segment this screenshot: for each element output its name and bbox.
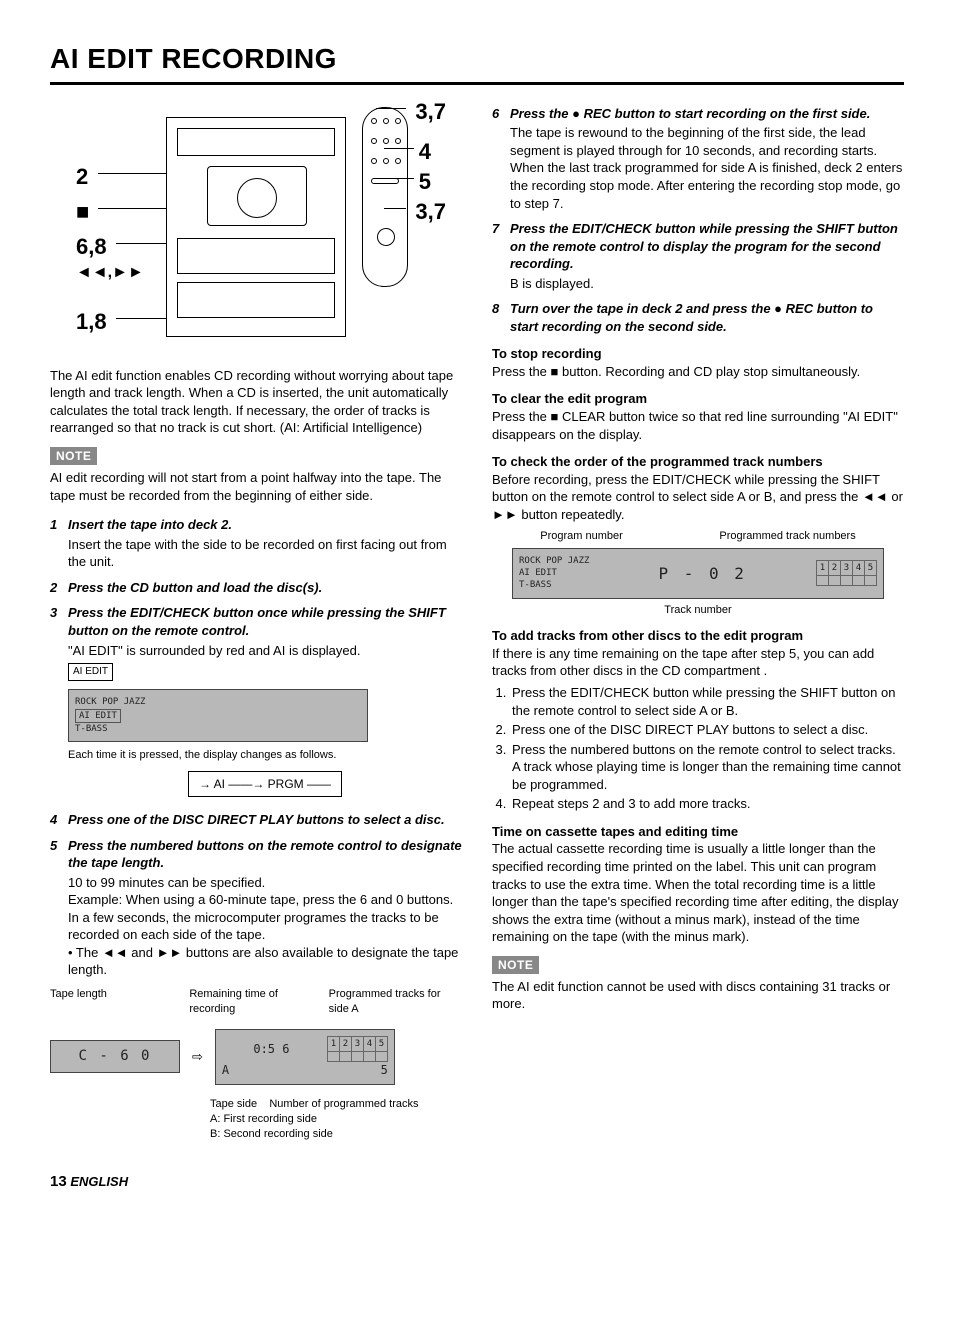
- time-body: The actual cassette recording time is us…: [492, 840, 904, 945]
- right-column: 6Press the ● REC button to start recordi…: [492, 97, 904, 1142]
- ptn-label: Programmed track numbers: [719, 529, 855, 544]
- flow-diagram: → AI ——→ PRGM ——: [188, 771, 342, 797]
- arrow-icon: ⇨: [192, 1048, 203, 1066]
- pn-label: Program number: [540, 529, 623, 544]
- rt-label: Remaining time of recording: [189, 987, 322, 1017]
- step-5: 5Press the numbered buttons on the remot…: [50, 837, 462, 979]
- clear-body: Press the ■ CLEAR button twice so that r…: [492, 408, 904, 443]
- check-body: Before recording, press the EDIT/CHECK w…: [492, 471, 904, 524]
- tn-label: Track number: [492, 603, 904, 618]
- callout-4: 4: [419, 137, 431, 167]
- step-6: 6Press the ● REC button to start recordi…: [492, 105, 904, 212]
- note-label-2: NOTE: [492, 956, 539, 974]
- step-4: 4Press one of the DISC DIRECT PLAY butto…: [50, 811, 462, 829]
- stop-heading: To stop recording: [492, 345, 904, 363]
- content-columns: 2 ■ 6,8 ◄◄,►► 1,8 3,7 4 5 3,7 The AI e: [50, 97, 904, 1142]
- step-1: 1Insert the tape into deck 2. Insert the…: [50, 516, 462, 571]
- callout-2: 2: [76, 162, 88, 192]
- lcd-check: ROCK POP JAZZ AI EDIT T-BASS P - 0 2 1 2…: [512, 548, 884, 598]
- callout-37a: 3,7: [415, 97, 446, 127]
- step-8: 8Turn over the tape in deck 2 and press …: [492, 300, 904, 335]
- side-b-label: B: Second recording side: [210, 1127, 462, 1142]
- callout-68: 6,8: [76, 232, 107, 262]
- callout-18: 1,8: [76, 307, 107, 337]
- callout-stop: ■: [76, 197, 89, 227]
- ts-label: Tape side: [210, 1098, 257, 1110]
- step-3: 3Press the EDIT/CHECK button once while …: [50, 604, 462, 803]
- callout-5: 5: [419, 167, 431, 197]
- lcd1: ROCK POP JAZZ AI EDIT T-BASS: [68, 689, 368, 742]
- step-7: 7Press the EDIT/CHECK button while press…: [492, 220, 904, 292]
- intro-text: The AI edit function enables CD recordin…: [50, 367, 462, 437]
- callout-rewff: ◄◄,►►: [76, 262, 144, 284]
- product-diagram: 2 ■ 6,8 ◄◄,►► 1,8 3,7 4 5 3,7: [50, 97, 462, 357]
- add-heading: To add tracks from other discs to the ed…: [492, 627, 904, 645]
- lcd1-caption: Each time it is pressed, the display cha…: [68, 748, 462, 763]
- check-heading: To check the order of the programmed tra…: [492, 453, 904, 471]
- page-title: AI EDIT RECORDING: [50, 40, 904, 85]
- add-intro: If there is any time remaining on the ta…: [492, 645, 904, 680]
- stop-body: Press the ■ button. Recording and CD pla…: [492, 363, 904, 381]
- np-label: Number of programmed tracks: [269, 1098, 418, 1110]
- lcd1-tag: AI EDIT: [68, 663, 113, 681]
- note-label: NOTE: [50, 447, 97, 465]
- time-heading: Time on cassette tapes and editing time: [492, 823, 904, 841]
- callout-37b: 3,7: [415, 197, 446, 227]
- page-footer: 13 ENGLISH: [50, 1172, 904, 1192]
- step-2: 2Press the CD button and load the disc(s…: [50, 579, 462, 597]
- side-a-label: A: First recording side: [210, 1112, 462, 1127]
- add-list: Press the EDIT/CHECK button while pressi…: [492, 684, 904, 813]
- note-2: The AI edit function cannot be used with…: [492, 978, 904, 1013]
- left-column: 2 ■ 6,8 ◄◄,►► 1,8 3,7 4 5 3,7 The AI e: [50, 97, 462, 1142]
- clear-heading: To clear the edit program: [492, 390, 904, 408]
- pt-label: Programmed tracks for side A: [329, 987, 462, 1017]
- tape-diagram: C - 6 0 ⇨ 0:5 6 1 2 3 4 5 A 5: [50, 1023, 462, 1091]
- note-1: AI edit recording will not start from a …: [50, 469, 462, 504]
- tl-label: Tape length: [50, 987, 183, 1017]
